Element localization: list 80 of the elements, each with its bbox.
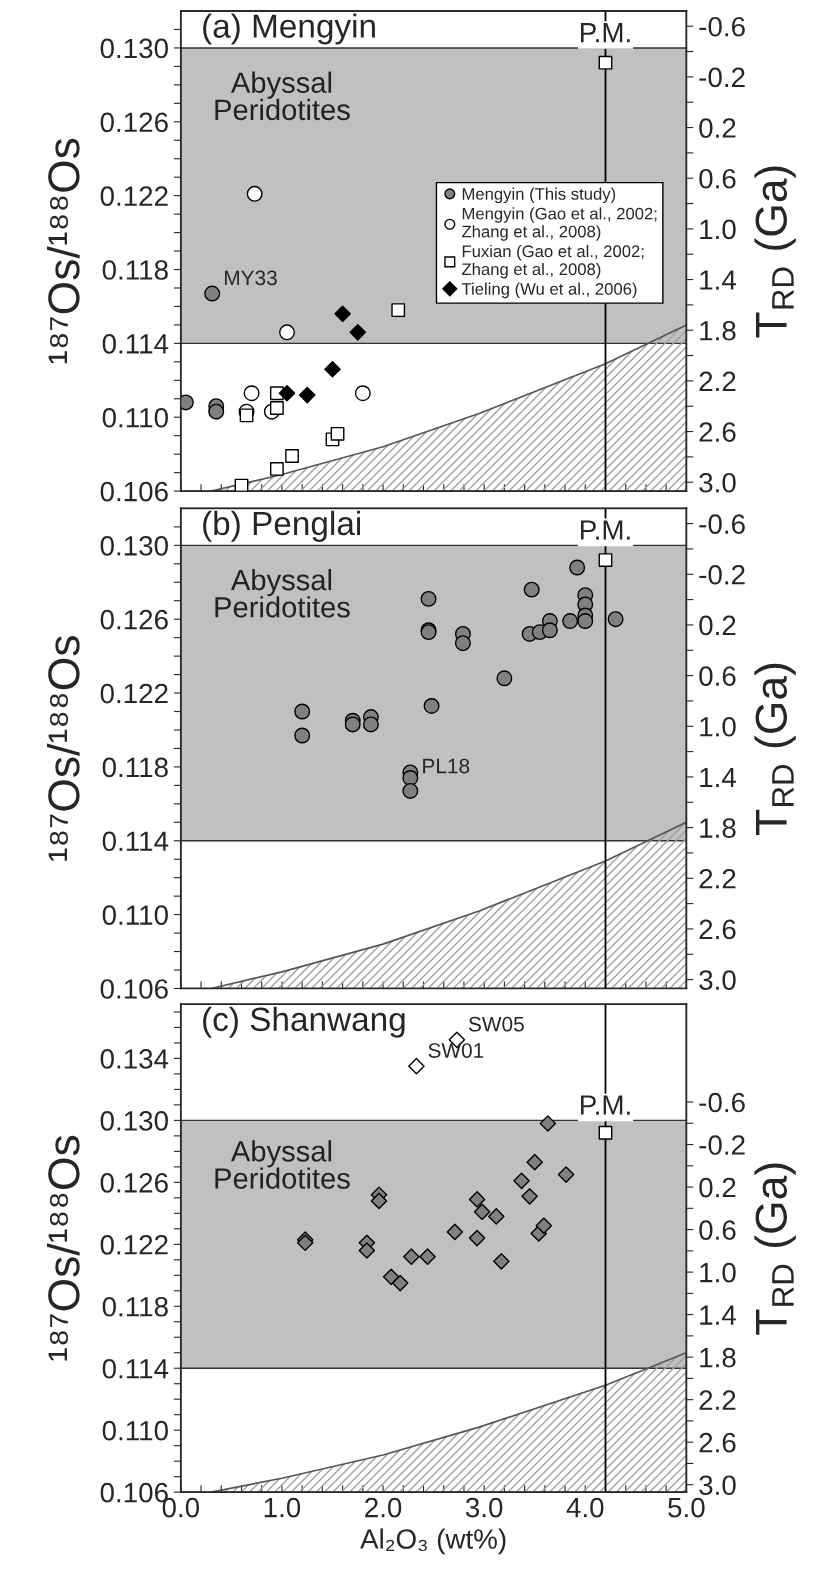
y-tick-label: 0.106 [100, 481, 168, 502]
y2-tick-label: 1.4 [700, 270, 736, 290]
y-tick-label: 0.110 [102, 905, 168, 925]
y-tick-label: 0.126 [100, 1173, 168, 1193]
x-tick-label: 1.0 [264, 1497, 301, 1518]
y2-tick-label: 1.0 [700, 219, 736, 240]
y-tick-label: 0.110 [102, 407, 168, 428]
y-axis-title: ¹⁸⁷Os/¹⁸⁸Os [46, 1135, 80, 1361]
y2-tick-label: 2.2 [699, 1390, 736, 1410]
y2-tick-label: 2.2 [699, 868, 736, 889]
y2-tick-label: -0.6 [699, 514, 745, 534]
band-label: Abyssal Peridotites [215, 1140, 350, 1189]
y2-tick-label: 1.8 [700, 818, 736, 838]
y2-tick-label: 0.2 [699, 118, 736, 138]
y2-tick-label: 0.2 [699, 1177, 736, 1198]
y-tick-label: 0.114 [102, 831, 169, 852]
y2-axis-title: T$_{RD}$ (Ga) [754, 166, 796, 338]
y2-tick-label: 1.8 [700, 1347, 736, 1368]
y-tick-label: 0.122 [100, 683, 168, 704]
y2-tick-label: 2.6 [699, 919, 736, 940]
y-tick-label: 0.118 [102, 757, 168, 778]
legend-label: Fuxian (Gao et al., 2002; Zhang et al., 2008) [462, 244, 644, 279]
band-label: Abyssal Peridotites [215, 71, 350, 121]
y2-tick-label: 3.0 [699, 970, 736, 990]
y-tick-label: 0.118 [102, 1296, 168, 1317]
y2-tick-label: 0.6 [699, 666, 736, 686]
y-axis-title: ¹⁸⁷Os/¹⁸⁸Os [46, 138, 80, 364]
y2-tick-label: 1.4 [700, 1305, 736, 1325]
y2-tick-label: 1.0 [700, 1262, 736, 1283]
y2-tick-label: 2.2 [699, 371, 736, 391]
x-tick-label: 3.0 [465, 1497, 503, 1518]
y-tick-label: 0.118 [102, 260, 168, 280]
legend-label: Mengyin (Gao et al., 2002; Zhang et al., 2008) [462, 207, 657, 241]
y2-tick-label: 0.6 [699, 1220, 736, 1240]
y-tick-label: 0.130 [100, 1111, 168, 1131]
ref-line-label: P.M. [581, 23, 630, 43]
y2-tick-label: 3.0 [699, 1475, 736, 1496]
y-tick-label: 0.114 [102, 334, 169, 354]
y-tick-label: 0.134 [100, 1049, 169, 1069]
x-tick-label: 2.0 [365, 1497, 402, 1518]
annotation: PL18 [423, 758, 470, 774]
legend-label: Tieling (Wu et al., 2006) [461, 282, 637, 299]
y2-tick-label: 1.4 [700, 767, 736, 787]
y2-axis-title: T$_{RD}$ (Ga) [754, 1163, 796, 1335]
chart-title: (a) Mengyin [203, 13, 375, 45]
y-tick-label: 0.122 [100, 186, 168, 206]
y2-tick-label: -0.2 [699, 67, 745, 88]
y-tick-label: 0.114 [102, 1358, 169, 1379]
y2-axis-title: T$_{RD}$ (Ga) [754, 663, 796, 835]
y-tick-label: 0.130 [100, 38, 168, 59]
y-tick-label: 0.130 [100, 536, 168, 556]
y-tick-label: 0.126 [100, 609, 168, 630]
y-axis-title: ¹⁸⁷Os/¹⁸⁸Os [46, 636, 80, 861]
chart-title: (c) Shanwang [203, 1006, 405, 1038]
ref-line-label: P.M. [581, 520, 630, 540]
chart-title: (b) Penglai [203, 510, 361, 542]
y-tick-label: 0.122 [100, 1234, 168, 1255]
x-axis-title: Al₂O₃ (wt%) [360, 1528, 506, 1555]
y2-tick-label: 2.6 [699, 1432, 736, 1453]
x-tick-label: 5.0 [668, 1497, 705, 1518]
annotation: MY33 [225, 270, 277, 286]
band-label: Abyssal Peridotites [215, 568, 350, 618]
y-tick-label: 0.106 [100, 979, 168, 999]
ref-line-label: P.M. [581, 1095, 630, 1115]
annotation: SW01 [428, 1043, 484, 1058]
y-tick-label: 0.126 [100, 112, 168, 133]
y2-tick-label: 3.0 [699, 472, 736, 493]
y2-tick-label: -0.2 [699, 1135, 745, 1155]
x-tick-label: 4.0 [566, 1497, 604, 1518]
annotation: SW05 [468, 1016, 524, 1032]
legend-label: Mengyin (This study) [462, 187, 616, 204]
y2-tick-label: -0.6 [699, 1092, 745, 1113]
y2-tick-label: -0.2 [699, 564, 745, 585]
y-tick-label: 0.110 [102, 1420, 168, 1441]
y2-tick-label: 0.6 [699, 168, 736, 189]
y2-tick-label: 0.2 [699, 615, 736, 636]
y2-tick-label: 1.0 [700, 716, 736, 737]
y2-tick-label: -0.6 [699, 16, 745, 37]
y2-tick-label: 1.8 [700, 320, 736, 341]
y2-tick-label: 2.6 [699, 422, 736, 442]
